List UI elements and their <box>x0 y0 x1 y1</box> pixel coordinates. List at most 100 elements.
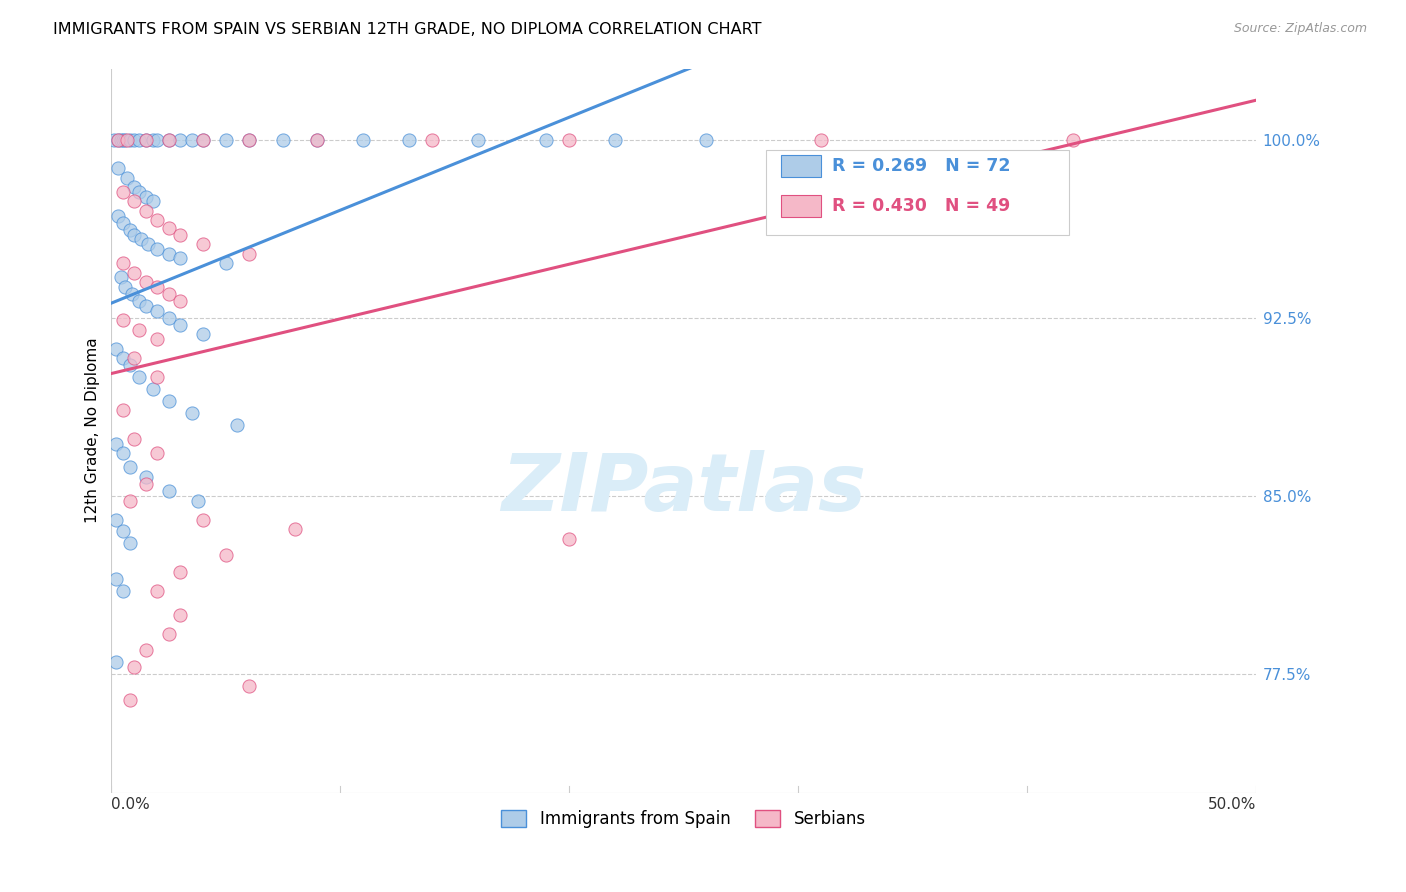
Point <box>169 607 191 622</box>
Point <box>146 446 169 460</box>
Point <box>157 310 180 325</box>
Point <box>128 323 150 337</box>
Point <box>146 133 169 147</box>
Point <box>111 446 134 460</box>
Point <box>215 133 238 147</box>
Point <box>111 185 134 199</box>
Point <box>114 280 136 294</box>
Point <box>1062 133 1084 147</box>
Point <box>603 133 626 147</box>
Point <box>191 513 214 527</box>
Point <box>104 655 127 669</box>
Point <box>187 493 209 508</box>
Point <box>128 370 150 384</box>
Text: IMMIGRANTS FROM SPAIN VS SERBIAN 12TH GRADE, NO DIPLOMA CORRELATION CHART: IMMIGRANTS FROM SPAIN VS SERBIAN 12TH GR… <box>53 22 762 37</box>
FancyBboxPatch shape <box>780 155 821 178</box>
Point <box>135 643 157 657</box>
Point <box>128 294 150 309</box>
Point <box>129 232 152 246</box>
Point <box>128 185 150 199</box>
Point <box>124 133 146 147</box>
Text: R = 0.269   N = 72: R = 0.269 N = 72 <box>832 157 1011 176</box>
Point <box>157 246 180 260</box>
Point <box>111 133 134 147</box>
Point <box>191 237 214 252</box>
Point <box>118 693 141 707</box>
Point <box>810 133 832 147</box>
Point <box>146 280 169 294</box>
Legend: Immigrants from Spain, Serbians: Immigrants from Spain, Serbians <box>495 804 873 835</box>
Point <box>117 170 139 185</box>
Point <box>135 133 157 147</box>
Point <box>135 190 157 204</box>
Point <box>695 133 717 147</box>
Point <box>110 270 132 285</box>
Point <box>467 133 489 147</box>
Point <box>135 299 157 313</box>
Point <box>111 256 134 270</box>
Point <box>536 133 558 147</box>
Point <box>157 626 180 640</box>
Point <box>104 513 127 527</box>
Point <box>104 572 127 586</box>
Point <box>117 133 139 147</box>
Point <box>111 403 134 417</box>
Point <box>420 133 443 147</box>
Point <box>146 303 169 318</box>
Point <box>169 252 191 266</box>
Point <box>307 133 329 147</box>
FancyBboxPatch shape <box>766 150 1069 235</box>
Point <box>111 216 134 230</box>
Point <box>146 583 169 598</box>
Point <box>142 133 165 147</box>
Point <box>124 194 146 209</box>
Point <box>191 327 214 342</box>
Point <box>104 342 127 356</box>
Point <box>398 133 420 147</box>
Point <box>118 223 141 237</box>
Point <box>215 548 238 562</box>
Point <box>146 332 169 346</box>
Point <box>352 133 374 147</box>
Point <box>157 287 180 301</box>
Point <box>124 180 146 194</box>
Point <box>111 313 134 327</box>
Point <box>238 133 260 147</box>
Point <box>135 204 157 219</box>
Text: Source: ZipAtlas.com: Source: ZipAtlas.com <box>1233 22 1367 36</box>
Point <box>157 393 180 408</box>
Point <box>271 133 294 147</box>
Point <box>238 679 260 693</box>
Point <box>191 133 214 147</box>
Point <box>107 161 129 176</box>
Point <box>169 565 191 579</box>
Point <box>146 213 169 227</box>
Point <box>110 133 132 147</box>
Point <box>118 133 141 147</box>
Point <box>118 536 141 550</box>
Point <box>136 237 159 252</box>
Point <box>558 532 581 546</box>
Point <box>111 524 134 539</box>
Point <box>226 417 249 432</box>
Point <box>180 406 202 420</box>
Text: R = 0.430   N = 49: R = 0.430 N = 49 <box>832 197 1011 215</box>
FancyBboxPatch shape <box>780 195 821 217</box>
Text: ZIPatlas: ZIPatlas <box>501 450 866 527</box>
Point <box>169 294 191 309</box>
Point <box>142 382 165 396</box>
Point <box>135 275 157 289</box>
Point <box>142 194 165 209</box>
Point <box>118 493 141 508</box>
Point <box>157 220 180 235</box>
Point <box>146 242 169 256</box>
Point <box>107 133 129 147</box>
Point <box>124 432 146 446</box>
Point <box>111 351 134 366</box>
Text: 0.0%: 0.0% <box>111 797 150 813</box>
Point <box>238 246 260 260</box>
Text: 50.0%: 50.0% <box>1208 797 1256 813</box>
Point <box>114 133 136 147</box>
Point <box>558 133 581 147</box>
Point <box>124 266 146 280</box>
